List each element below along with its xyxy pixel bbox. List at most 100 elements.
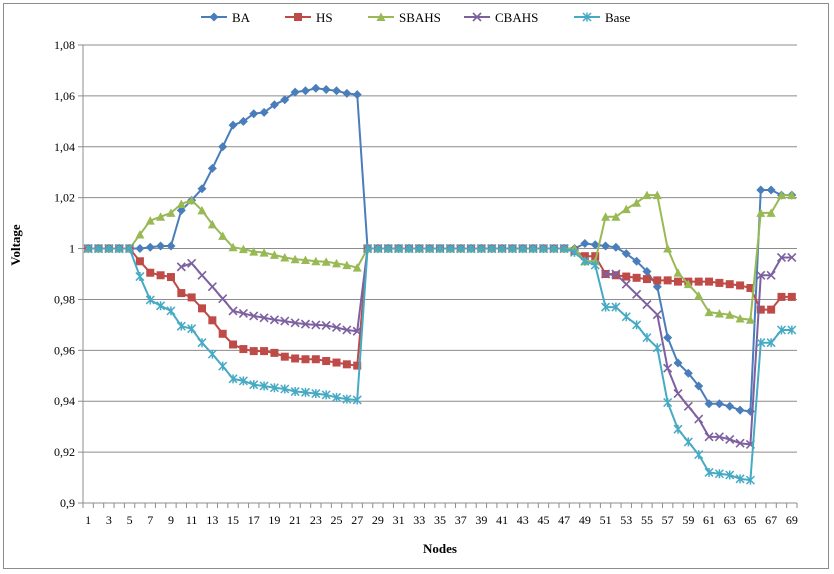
data-point	[208, 316, 217, 325]
data-point	[249, 311, 259, 321]
data-point	[207, 163, 217, 173]
data-point	[311, 83, 321, 93]
data-point	[156, 212, 166, 221]
data-point	[291, 354, 300, 363]
data-point	[383, 244, 393, 254]
data-point	[476, 244, 486, 254]
y-tick-labels: 0,9 0,92 0,94 0,96 0,98 1 1,02 1,04 1,06 1,08	[54, 38, 75, 510]
x-tick-label: 21	[289, 513, 301, 527]
data-point	[621, 249, 631, 259]
data-point	[376, 12, 386, 21]
data-point	[176, 199, 186, 209]
x-tick-label: 31	[393, 513, 405, 527]
y-tick-label: 0,96	[54, 343, 75, 357]
data-point	[518, 244, 528, 254]
data-point	[145, 216, 155, 225]
data-point	[632, 198, 642, 207]
data-point	[176, 321, 186, 331]
x-tick-label: 55	[641, 513, 653, 527]
data-point	[642, 190, 652, 200]
data-point	[290, 87, 300, 97]
x-tick-label: 37	[455, 513, 467, 527]
data-point	[187, 195, 197, 205]
data-point	[538, 244, 549, 254]
gridlines	[78, 44, 797, 504]
data-point	[114, 244, 124, 254]
data-point	[228, 306, 238, 316]
data-point	[104, 244, 114, 254]
data-point	[198, 304, 206, 313]
data-point	[704, 399, 714, 409]
data-point	[290, 254, 300, 264]
x-tick-label: 23	[310, 513, 322, 527]
data-point	[714, 432, 724, 442]
x-tick-label: 9	[168, 513, 174, 527]
data-point	[259, 381, 269, 391]
y-tick-label: 1,06	[54, 89, 75, 103]
series-layer	[83, 83, 797, 485]
data-point	[135, 244, 145, 254]
x-tick-label: 53	[620, 513, 632, 527]
data-point	[714, 308, 724, 318]
data-point	[332, 258, 342, 268]
y-tick-label: 1	[69, 242, 75, 256]
data-point	[735, 405, 745, 415]
data-point	[456, 244, 466, 254]
data-point	[294, 13, 302, 21]
data-point	[238, 244, 248, 254]
data-point	[694, 277, 703, 286]
data-point	[632, 273, 641, 282]
data-point	[259, 248, 269, 257]
data-point	[218, 142, 228, 152]
data-point	[674, 277, 682, 286]
data-point	[632, 256, 642, 266]
x-tick-label: 25	[331, 513, 343, 527]
data-point	[694, 381, 704, 391]
data-point	[342, 360, 351, 369]
y-tick-label: 0,92	[54, 445, 75, 459]
legend-item-base: Base	[574, 10, 631, 25]
data-point	[187, 293, 196, 302]
data-point	[767, 305, 776, 314]
legend-item-cbahs: CBAHS	[464, 10, 538, 25]
x-tick-label: 3	[106, 513, 112, 527]
x-tick-label: 7	[147, 513, 153, 527]
x-tick-label: 27	[351, 513, 363, 527]
data-point	[135, 272, 145, 282]
data-point	[177, 289, 186, 298]
data-point	[311, 320, 321, 330]
x-tick-label: 49	[579, 513, 591, 527]
x-tick-label: 17	[248, 513, 260, 527]
data-point	[176, 262, 186, 272]
data-point	[735, 438, 745, 448]
data-point	[569, 247, 580, 257]
y-tick-label: 1,04	[54, 140, 75, 154]
data-point	[663, 276, 672, 285]
data-point	[549, 244, 559, 254]
data-point	[787, 292, 796, 301]
data-point	[238, 116, 248, 126]
data-point	[704, 307, 714, 317]
data-point	[352, 90, 362, 100]
data-point	[280, 316, 290, 326]
data-point	[445, 244, 455, 254]
data-point	[642, 299, 652, 310]
data-point	[218, 294, 228, 304]
data-point	[352, 395, 362, 405]
data-point	[321, 390, 331, 400]
data-point	[209, 12, 219, 22]
data-point	[145, 295, 155, 305]
data-point	[197, 184, 207, 194]
data-point	[145, 242, 155, 252]
y-tick-label: 0,94	[54, 394, 75, 408]
x-tick-label: 1	[85, 513, 91, 527]
data-point	[766, 270, 776, 280]
data-point	[590, 260, 600, 270]
data-point	[332, 358, 341, 367]
data-point	[776, 252, 787, 263]
legend-item-ba: BA	[201, 10, 251, 25]
data-point	[197, 338, 207, 348]
data-point	[280, 95, 290, 105]
data-point	[559, 244, 569, 254]
